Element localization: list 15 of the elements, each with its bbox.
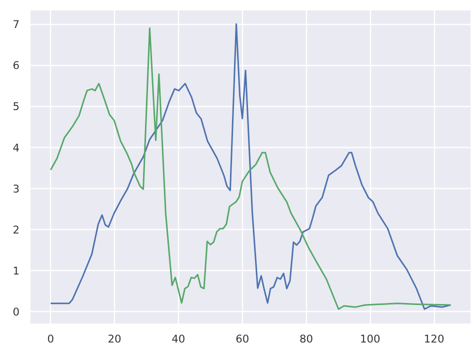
- y-tick-label: 1: [12, 264, 20, 278]
- x-tick-label: 80: [299, 332, 314, 346]
- y-tick-label: 4: [12, 141, 20, 154]
- x-tick-label: 120: [424, 332, 444, 346]
- y-tick-label: 3: [12, 182, 20, 196]
- x-tick-label: 100: [360, 332, 381, 346]
- x-tick-label: 60: [236, 332, 250, 346]
- y-tick-label: 7: [12, 18, 20, 32]
- y-tick-label: 5: [12, 100, 20, 114]
- y-tick-label: 2: [12, 223, 20, 236]
- x-tick-label: 20: [108, 332, 122, 346]
- x-tick-label: 40: [172, 332, 186, 346]
- y-tick-label: 0: [12, 306, 20, 319]
- x-tick-label: 0: [47, 332, 54, 346]
- y-tick-label: 6: [12, 59, 20, 72]
